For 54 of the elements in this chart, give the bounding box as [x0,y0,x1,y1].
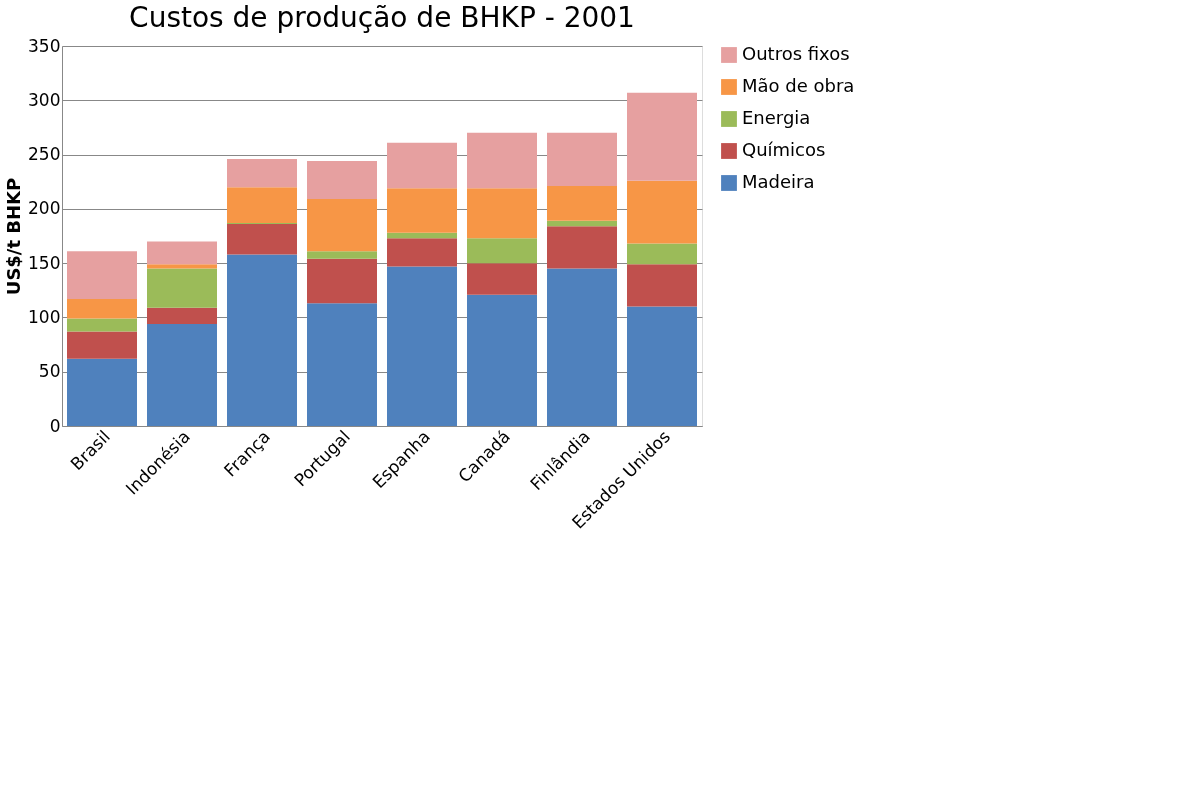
bar [547,226,617,269]
bar [547,132,617,187]
bar [387,232,457,239]
bar [67,318,137,332]
bar [227,187,297,223]
bar [627,180,697,244]
bar [467,294,537,426]
bar [467,132,537,189]
bar [67,358,137,426]
legend-label: Químicos [742,139,826,160]
bar [627,264,697,307]
y-tick-label: 200 [28,198,61,219]
y-tick-label: 300 [28,89,61,110]
bar [147,307,217,324]
bar [67,251,137,299]
bar [547,186,617,221]
bar [627,92,697,181]
bar [147,264,217,269]
bar [147,268,217,308]
bar [627,243,697,265]
bar [227,224,297,255]
legend-label: Mão de obra [742,75,855,96]
bar [547,220,617,227]
bar [147,323,217,426]
y-tick-label: 50 [38,361,61,382]
bar [387,238,457,267]
bar [307,161,377,200]
y-tick-label: 100 [28,306,61,327]
legend-label: Madeira [742,171,815,192]
bar [467,238,537,264]
y-tick-label: 350 [28,35,61,56]
bar [227,158,297,188]
bar [387,188,457,233]
bar [307,199,377,252]
bar [467,263,537,295]
bar [467,188,537,239]
bar [227,254,297,426]
bar [147,241,217,265]
bar [67,298,137,319]
bar [387,266,457,426]
legend-label: Outros fixos [742,43,850,64]
bar [67,331,137,359]
y-tick-label: 0 [49,415,61,436]
bar [307,251,377,259]
chart-title: Custos de produção de BHKP - 2001 [129,1,635,34]
bar [627,306,697,426]
y-tick-label: 150 [28,252,61,273]
y-axis-title: US$/t BHKP [3,177,25,296]
y-tick-label: 250 [28,144,61,165]
bar [387,142,457,189]
bar [307,258,377,304]
bar [547,268,617,426]
bar [307,303,377,426]
legend-label: Energia [742,107,811,128]
